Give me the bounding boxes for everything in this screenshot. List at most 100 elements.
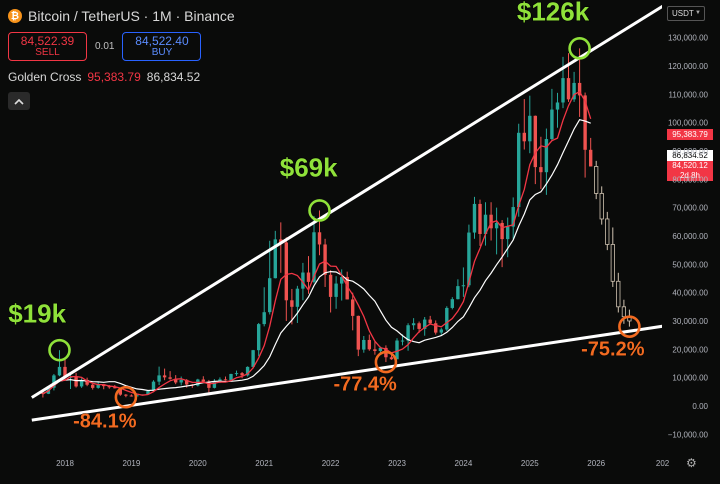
candle-body [162, 375, 167, 378]
drawdown-label: -84.1% [73, 410, 137, 432]
candle [151, 380, 156, 391]
y-axis-tick-label: 60,000.00 [672, 232, 708, 241]
candle-body [52, 375, 56, 388]
y-axis-tick-label: 100,000.00 [668, 119, 709, 128]
candle [268, 240, 272, 315]
candle-body [151, 381, 156, 391]
candle [489, 202, 493, 241]
currency-selector[interactable]: USDT ▼ [667, 6, 705, 21]
candle-body [528, 115, 532, 142]
candle-body [201, 379, 206, 382]
candle-body [395, 340, 399, 360]
buy-button[interactable]: 84,522.40 BUY [122, 32, 202, 61]
candle-body [57, 366, 62, 376]
y-axis-tick-label: 110,000.00 [669, 90, 709, 99]
candle [505, 217, 510, 258]
candle [328, 270, 333, 313]
candle [588, 137, 593, 167]
candle-body [74, 376, 78, 387]
candle [79, 378, 84, 388]
candle [411, 318, 416, 330]
candle [422, 317, 427, 336]
candle-body [345, 277, 349, 300]
candle [356, 315, 360, 357]
candle-body [478, 203, 482, 234]
candle-body [494, 222, 499, 229]
symbol-title-row[interactable]: ₿ Bitcoin / TetherUS · 1M · Binance [8, 8, 235, 24]
candle-body [146, 390, 150, 395]
candle [96, 381, 100, 389]
sell-label: SELL [35, 46, 60, 58]
candle-body [268, 278, 272, 313]
candle-body [256, 324, 261, 351]
x-axis-tick-label: 2022 [322, 459, 340, 468]
candle [461, 267, 466, 297]
candle [229, 373, 233, 381]
y-axis-tick-label: 130,000.00 [668, 34, 709, 43]
candle-body [400, 340, 405, 342]
collapse-legend-button[interactable] [8, 92, 30, 110]
candle-body [517, 132, 521, 208]
candle-body [323, 244, 327, 275]
sell-button[interactable]: 84,522.39 SELL [8, 32, 87, 61]
x-axis-tick-label: 2018 [56, 459, 74, 468]
candle-body [362, 339, 366, 350]
candle [362, 336, 366, 353]
candle [312, 216, 316, 284]
sell-price: 84,522.39 [20, 33, 75, 48]
candle [445, 306, 449, 331]
y-axis-tick-label: 90,000.00 [672, 147, 708, 156]
indicator-value-fast: 95,383.79 [87, 70, 141, 84]
candle-body [290, 300, 294, 307]
candle [373, 341, 377, 355]
candle-body [185, 379, 189, 385]
y-axis-tick-label: 120,000.00 [668, 62, 709, 71]
gear-icon[interactable]: ⚙ [686, 456, 697, 470]
candle [533, 115, 538, 185]
candle-body [223, 379, 228, 381]
indicator-name: Golden Cross [8, 70, 82, 84]
spread-value: 0.01 [95, 41, 115, 52]
candle-body [356, 315, 360, 350]
candle-body [583, 95, 587, 150]
candle [566, 53, 571, 102]
bottom-marker-circle [618, 315, 641, 338]
candle [129, 394, 134, 397]
candle-body [533, 115, 538, 168]
candle-body [218, 379, 222, 382]
candle-body [472, 203, 477, 233]
y-axis-tick-label: 40,000.00 [672, 289, 708, 298]
candle [539, 136, 543, 189]
candle-body [306, 272, 311, 282]
candle-body [334, 283, 338, 297]
candle-body [245, 366, 250, 376]
candle-body [328, 274, 333, 297]
peak-label: $19k [8, 298, 66, 328]
candle-body [85, 379, 89, 385]
candle-body [389, 357, 394, 360]
indicator-legend[interactable]: Golden Cross 95,383.79 86,834.52 [8, 70, 235, 84]
candle-body [129, 395, 134, 397]
price-tag: 86,834.52 [667, 150, 713, 161]
candle [306, 256, 311, 294]
candle [157, 366, 161, 386]
candle [295, 285, 300, 323]
drawdown-label: -77.4% [333, 374, 397, 396]
candle-body [118, 388, 123, 395]
candle [57, 350, 62, 377]
candle [483, 202, 488, 246]
x-axis-tick-label: 2020 [189, 459, 207, 468]
drawdown-label: -75.2% [581, 339, 645, 361]
candle-body [234, 373, 239, 375]
candle [572, 71, 576, 102]
candle-body [550, 109, 554, 140]
candle [85, 377, 89, 387]
candle [467, 224, 471, 288]
candle-body [522, 132, 526, 142]
candle-body [367, 339, 372, 350]
candle [168, 371, 172, 380]
symbol-title: Bitcoin / TetherUS · 1M · Binance [28, 8, 235, 24]
candle-body [599, 193, 604, 220]
currency-label: USDT [672, 9, 694, 18]
